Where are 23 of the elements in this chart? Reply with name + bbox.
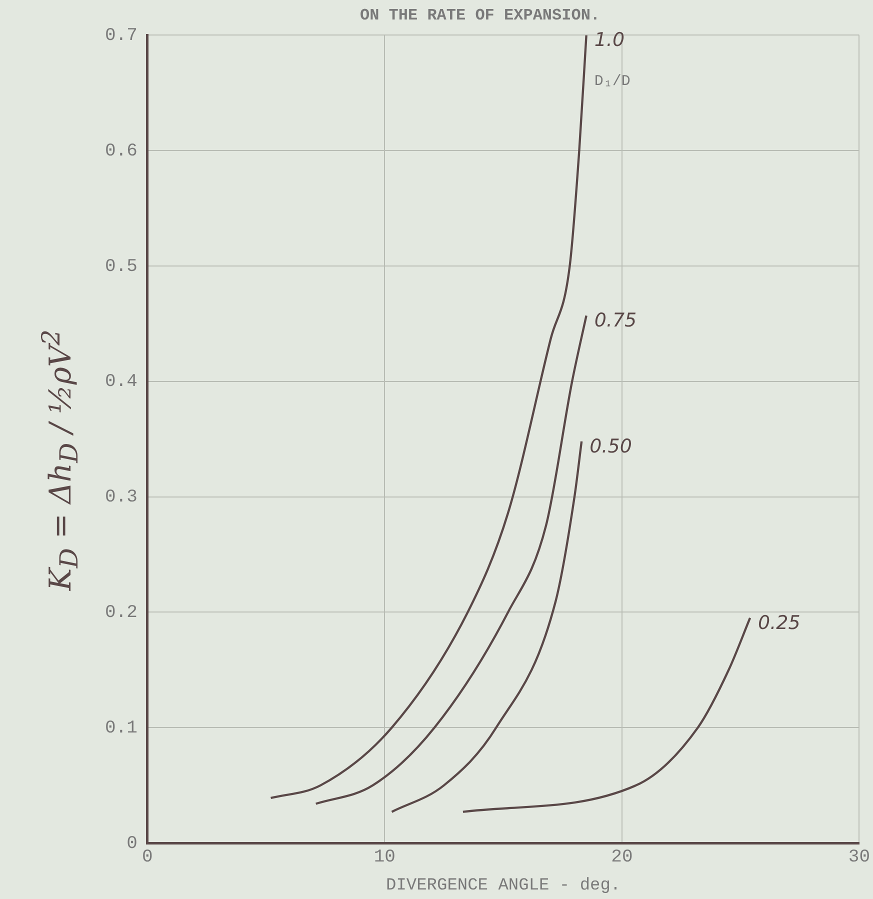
x-tick-label: 20 [611, 848, 633, 868]
y-tick-label: 0.2 [105, 602, 138, 623]
y-tick-label: 0.5 [105, 256, 138, 277]
x-tick-label: 10 [374, 848, 396, 868]
chart-title: ON THE RATE OF EXPANSION. [360, 6, 600, 25]
y-tick-label: 0.3 [105, 488, 138, 508]
x-tick-label: 0 [142, 848, 153, 868]
series-label: 0.50 [590, 435, 632, 458]
y-tick-label: 0.1 [105, 718, 138, 738]
y-tick-label: 0.6 [105, 141, 138, 162]
line-series [270, 35, 588, 800]
x-axis-title: DIVERGENCE ANGLE - deg. [386, 876, 621, 896]
series-label: 0.25 [758, 612, 800, 634]
series-label: 0.75 [594, 310, 637, 332]
legend-title: D₁/D [594, 73, 630, 90]
y-tick-label: 0.7 [105, 26, 138, 46]
series-label: 1.0 [594, 29, 625, 52]
line-series [314, 314, 588, 805]
x-tick-label: 30 [848, 848, 870, 868]
line-series [462, 616, 752, 813]
y-tick-label: 0 [126, 834, 138, 854]
line-series [390, 440, 583, 813]
y-tick-label: 0.4 [105, 372, 138, 392]
